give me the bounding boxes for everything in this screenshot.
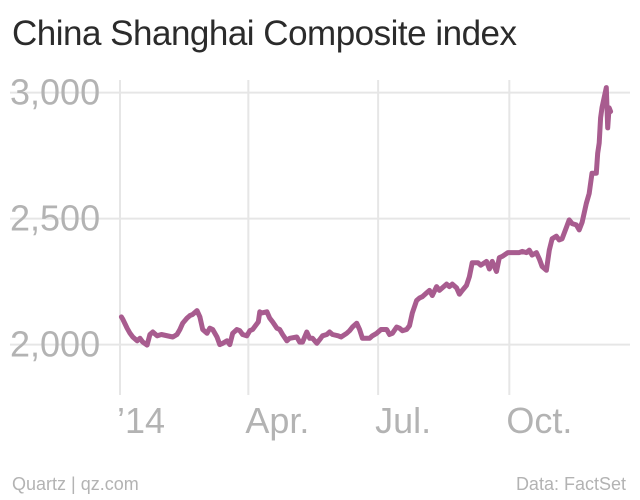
grid-lines xyxy=(10,80,630,395)
x-axis-tick-labels: ’14 Apr. Jul. Oct. xyxy=(117,400,572,441)
y-tick-label: 3,000 xyxy=(10,72,100,113)
x-tick-label: ’14 xyxy=(117,400,165,441)
y-tick-label: 2,500 xyxy=(10,198,100,239)
x-tick-label: Apr. xyxy=(245,400,309,441)
x-tick-label: Jul. xyxy=(375,400,431,441)
x-tick-label: Oct. xyxy=(506,400,572,441)
chart-title: China Shanghai Composite index xyxy=(12,14,517,53)
series-line xyxy=(118,85,614,348)
y-axis-tick-labels: 2,000 2,500 3,000 xyxy=(10,72,100,365)
data-source: Data: FactSet xyxy=(515,474,626,494)
series-layer xyxy=(118,85,614,348)
y-tick-label: 2,000 xyxy=(10,324,100,365)
source-credit: Quartz | qz.com xyxy=(12,474,139,494)
